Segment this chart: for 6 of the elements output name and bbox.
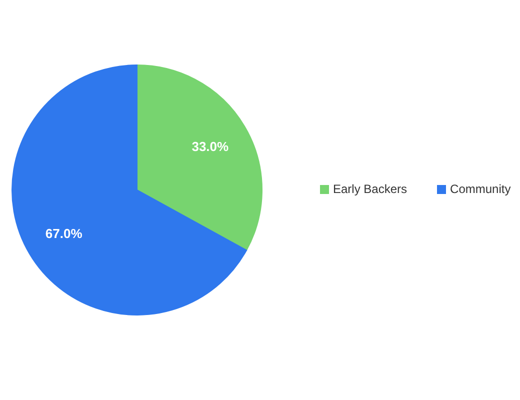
legend-label: Early Backers bbox=[332, 182, 408, 196]
data-label: 67.0% bbox=[45, 226, 83, 241]
pie-slice bbox=[12, 64, 248, 316]
data-label: 33.0% bbox=[192, 139, 230, 154]
pie-slice bbox=[136, 64, 262, 251]
legend-label: Community bbox=[449, 182, 511, 196]
